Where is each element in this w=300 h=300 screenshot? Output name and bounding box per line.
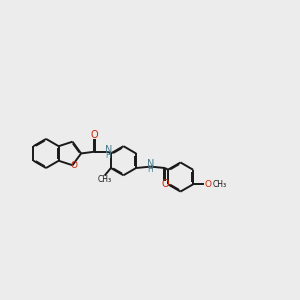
Text: O: O bbox=[70, 161, 77, 170]
Text: N: N bbox=[105, 145, 112, 155]
Text: O: O bbox=[205, 180, 212, 189]
Text: O: O bbox=[161, 179, 169, 189]
Text: H: H bbox=[148, 165, 154, 174]
Text: CH₃: CH₃ bbox=[97, 175, 111, 184]
Text: CH₃: CH₃ bbox=[213, 180, 227, 189]
Text: H: H bbox=[106, 151, 111, 160]
Text: N: N bbox=[147, 159, 154, 169]
Text: O: O bbox=[90, 130, 98, 140]
